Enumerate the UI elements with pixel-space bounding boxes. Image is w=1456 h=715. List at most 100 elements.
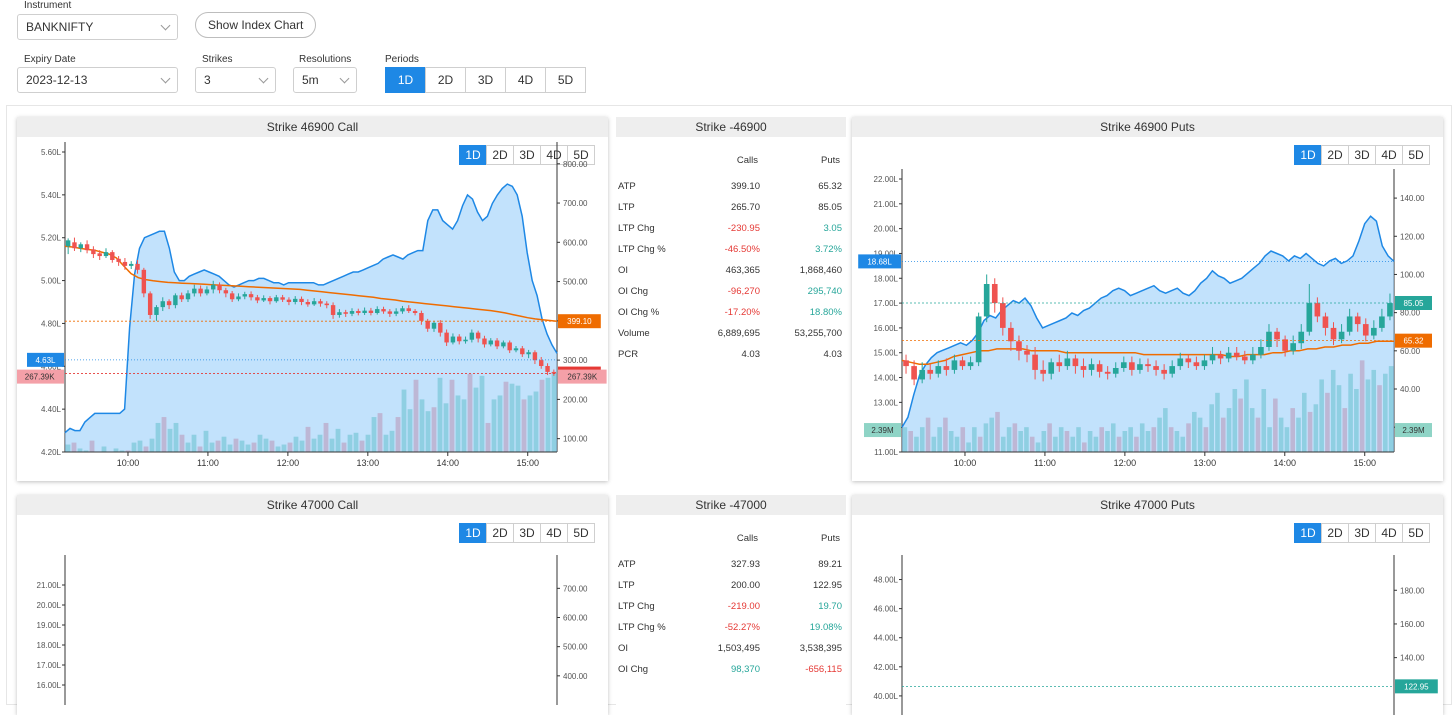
candle-body <box>223 290 229 294</box>
candle-body <box>103 252 109 257</box>
candle-body <box>1040 369 1046 374</box>
chart-plot[interactable]: 21.00L 20.00L 19.00L 18.00L 17.00L 16.00L 700.… <box>17 495 608 715</box>
y-tick-label-right: 600.00 <box>563 238 588 247</box>
candle-body <box>204 289 210 294</box>
expiry-select[interactable]: 2023-12-13 <box>17 67 178 93</box>
candle-body <box>1193 362 1200 367</box>
y-tick-label-right: 60.00 <box>1400 347 1421 356</box>
volume-level-tag-right: 267.39K <box>567 373 597 382</box>
table-header: Calls Puts <box>616 533 846 554</box>
chart-panel-47000-puts: Strike 47000 Puts 1D 2D 3D 4D 5D 48.00L 46.00… <box>852 495 1443 715</box>
chart-period-button-3d[interactable]: 3D <box>513 523 541 543</box>
candle-body <box>343 312 348 314</box>
chart-period-selector: 1D 2D 3D 4D 5D <box>1294 523 1430 543</box>
instrument-select[interactable]: BANKNIFTY <box>17 14 178 40</box>
candle-body <box>927 369 934 374</box>
candle-body <box>330 305 336 315</box>
chart-plot[interactable]: 48.00L 46.00L 44.00L 42.00L 40.00L 180.00 160.… <box>852 495 1443 715</box>
chart-period-button-1d[interactable]: 1D <box>459 145 487 165</box>
candle-body <box>229 293 235 300</box>
candle-body <box>903 360 909 367</box>
candle-body <box>349 311 355 314</box>
period-button-1d[interactable]: 1D <box>385 67 426 93</box>
row-label: OI Chg % <box>618 307 660 318</box>
volume-level-tag-right: 2.39M <box>1402 426 1425 435</box>
candle-body <box>1330 327 1337 340</box>
y-tick-label-right: 180.00 <box>1400 586 1425 595</box>
y-tick-label-right: 80.00 <box>1400 309 1421 318</box>
candle-body <box>412 311 418 313</box>
puts-value: 89.21 <box>818 559 842 570</box>
candle-body <box>110 252 115 260</box>
chart-plot[interactable]: 5.60L5.40L5.20L5.00L4.80L4.60L4.40L4.20L… <box>17 117 608 481</box>
x-tick-label: 14:00 <box>437 458 460 468</box>
table-title: Strike -47000 <box>616 495 846 515</box>
candle-body <box>1379 316 1385 328</box>
table-row: Volume 6,889,695 53,255,700 <box>616 328 846 349</box>
chart-period-button-5d[interactable]: 5D <box>1402 145 1430 165</box>
expiry-value: 2023-12-13 <box>26 73 88 87</box>
chart-period-button-4d[interactable]: 4D <box>540 523 568 543</box>
y-tick-label-left: 21.00L <box>37 581 62 590</box>
candle-body <box>173 295 178 306</box>
instrument-label: Instrument <box>24 0 72 11</box>
y-tick-label-left: 46.00L <box>874 605 899 614</box>
chart-period-button-1d[interactable]: 1D <box>1294 145 1322 165</box>
oi-area <box>902 216 1394 452</box>
candle-body <box>1056 362 1063 367</box>
candle-body <box>1298 331 1305 344</box>
candle-body <box>475 332 481 339</box>
period-selector: 1D 2D 3D 4D 5D <box>385 67 586 93</box>
calls-value: -230.95 <box>727 223 760 234</box>
chart-period-button-1d[interactable]: 1D <box>459 523 487 543</box>
row-label: PCR <box>618 349 639 360</box>
candle-body <box>311 301 317 305</box>
candle-body <box>1016 341 1022 351</box>
y-tick-label-right: 160.00 <box>1400 620 1425 629</box>
vwap-line <box>901 340 1394 365</box>
candle-body <box>526 352 531 355</box>
candle-body <box>1048 362 1055 374</box>
candle-body <box>274 297 279 302</box>
column-header-puts: Puts <box>820 155 840 166</box>
chart-period-button-2d[interactable]: 2D <box>486 523 514 543</box>
chart-period-button-5d[interactable]: 5D <box>567 145 595 165</box>
chart-period-button-4d[interactable]: 4D <box>1375 523 1403 543</box>
chart-period-button-5d[interactable]: 5D <box>1402 523 1430 543</box>
y-tick-label-left: 4.80L <box>41 319 62 328</box>
y-tick-label-right: 500.00 <box>563 278 588 287</box>
candle-body <box>943 366 950 370</box>
period-button-3d[interactable]: 3D <box>465 67 506 93</box>
candle-body <box>280 297 285 300</box>
chart-period-button-2d[interactable]: 2D <box>486 145 514 165</box>
candle-body <box>305 302 311 305</box>
chart-period-button-3d[interactable]: 3D <box>1348 523 1376 543</box>
y-tick-label-left: 20.00L <box>37 601 62 610</box>
candle-body <box>198 288 203 294</box>
show-index-chart-button[interactable]: Show Index Chart <box>195 12 317 38</box>
table-header: Calls Puts <box>616 155 846 176</box>
oi-line <box>64 183 558 434</box>
vwap-price-tag: 65.32 <box>1403 337 1424 346</box>
period-button-4d[interactable]: 4D <box>505 67 546 93</box>
chevron-down-icon <box>160 73 171 83</box>
candle-body <box>450 336 456 343</box>
strikes-select[interactable]: 3 <box>195 67 276 93</box>
y-tick-label-right: 40.00 <box>1400 385 1421 394</box>
row-label: LTP Chg <box>618 223 655 234</box>
chart-period-button-1d[interactable]: 1D <box>1294 523 1322 543</box>
period-button-5d[interactable]: 5D <box>545 67 586 93</box>
volume-level-tag-right-bg <box>1395 423 1432 438</box>
y-tick-label-right: 700.00 <box>563 584 588 593</box>
resolution-select[interactable]: 5m <box>293 67 357 93</box>
chart-period-button-5d[interactable]: 5D <box>567 523 595 543</box>
period-button-2d[interactable]: 2D <box>425 67 466 93</box>
y-tick-label-right: 600.00 <box>563 614 588 623</box>
candle-body <box>293 298 298 302</box>
chart-period-button-4d[interactable]: 4D <box>540 145 568 165</box>
row-label: OI <box>618 265 629 276</box>
y-tick-label-left: 40.00L <box>874 692 899 701</box>
chart-plot[interactable]: 22.00L 21.00L 20.00L 19.00L 18.00L 17.00L 16.0… <box>852 117 1443 481</box>
candle-body <box>438 322 443 333</box>
chart-period-button-2d[interactable]: 2D <box>1321 145 1349 165</box>
